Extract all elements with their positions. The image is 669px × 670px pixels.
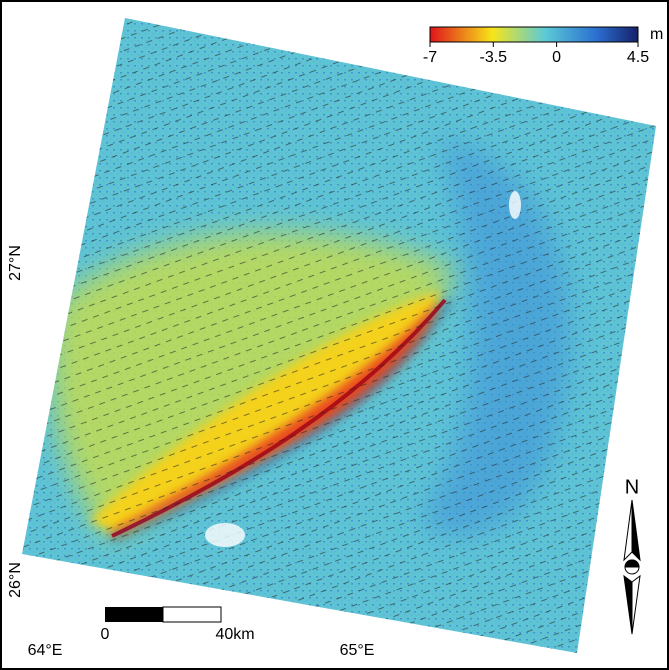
latitude-label: 27°N: [7, 245, 24, 281]
colorbar-tick-label: 4.5: [627, 49, 649, 66]
latitude-label: 26°N: [7, 562, 24, 598]
scale-end: 40km: [215, 626, 254, 643]
longitude-label: 64°E: [28, 642, 63, 659]
north-arrow: [623, 499, 641, 635]
colorbar: [429, 26, 639, 43]
colorbar-tick-label: -7: [423, 49, 437, 66]
longitude-label: 65°E: [340, 642, 375, 659]
scale-bar: [105, 606, 222, 623]
colorbar-tick-label: 0: [552, 49, 561, 66]
colorbar-unit: m: [650, 26, 663, 43]
colorbar-tick-label: -3.5: [480, 49, 508, 66]
north-label: N: [625, 476, 639, 498]
scale-start: 0: [101, 626, 110, 643]
